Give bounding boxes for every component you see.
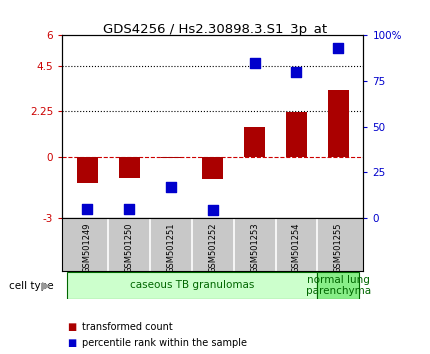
- Bar: [286, 112, 307, 157]
- Text: GSM501249: GSM501249: [83, 223, 92, 273]
- Point: [126, 206, 133, 211]
- Text: GSM501254: GSM501254: [292, 223, 301, 273]
- Bar: [203, 157, 223, 179]
- Point: [335, 45, 342, 51]
- Bar: [328, 90, 349, 157]
- Text: GSM501253: GSM501253: [250, 223, 259, 273]
- Text: GSM501251: GSM501251: [166, 223, 175, 273]
- Text: GSM501255: GSM501255: [334, 223, 343, 273]
- Text: normal lung
parenchyma: normal lung parenchyma: [306, 274, 371, 296]
- Bar: [244, 127, 265, 157]
- Text: caseous TB granulomas: caseous TB granulomas: [130, 280, 254, 290]
- Text: ■: ■: [67, 338, 76, 348]
- Text: GSM501250: GSM501250: [125, 223, 134, 273]
- Bar: [77, 157, 98, 183]
- Point: [251, 60, 258, 65]
- Bar: [317, 272, 359, 299]
- Bar: [67, 272, 317, 299]
- Text: cell type: cell type: [9, 281, 53, 291]
- Text: ■: ■: [67, 322, 76, 332]
- Text: transformed count: transformed count: [82, 322, 172, 332]
- Text: GSM501252: GSM501252: [209, 223, 217, 273]
- Point: [209, 207, 216, 213]
- Point: [293, 69, 300, 75]
- Bar: [119, 157, 140, 178]
- Bar: [160, 157, 181, 158]
- Point: [168, 184, 175, 189]
- Point: [84, 206, 91, 211]
- Text: percentile rank within the sample: percentile rank within the sample: [82, 338, 247, 348]
- Text: GDS4256 / Hs2.30898.3.S1_3p_at: GDS4256 / Hs2.30898.3.S1_3p_at: [103, 23, 327, 36]
- Text: ▶: ▶: [42, 281, 51, 291]
